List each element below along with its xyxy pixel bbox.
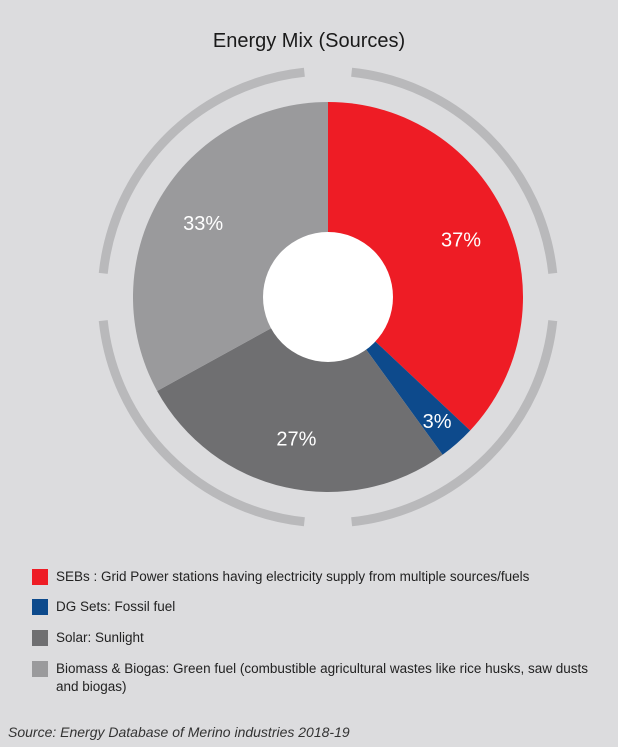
ring-segment [98, 320, 305, 527]
ring-segment [98, 67, 305, 274]
value-labels: 37% 3% 27% 33% [183, 213, 481, 450]
slice-value-label: 37% [441, 229, 481, 251]
chart-title: Energy Mix (Sources) [212, 30, 406, 52]
pie-slice [157, 297, 443, 492]
source-note: Source: Energy Database of Merino indust… [8, 724, 350, 740]
legend-swatch-solar [32, 630, 48, 646]
pie-slices [133, 102, 523, 492]
legend-label-sebs: SEBs : Grid Power stations having electr… [56, 569, 530, 584]
donut-hole [263, 232, 393, 362]
pie-slice [328, 102, 523, 431]
ring-segment [351, 67, 558, 274]
legend-swatch-sebs [32, 569, 48, 585]
slice-value-label: 3% [423, 411, 452, 433]
legend-label-biomass: Biomass & Biogas: Green fuel (combustibl… [56, 661, 588, 694]
legend-swatch-biomass [32, 661, 48, 677]
slice-value-label: 27% [276, 429, 316, 451]
chart-panel: Energy Mix (Sources) 37% 3% 27% 33% SEBs : … [0, 0, 618, 747]
donut-chart: 37% 3% 27% 33% [98, 67, 558, 527]
legend-swatch-dg-sets [32, 599, 48, 615]
legend-label-dg-sets: DG Sets: Fossil fuel [56, 599, 176, 614]
slice-value-label: 33% [183, 213, 223, 235]
outer-ring [98, 67, 558, 527]
ring-segment [351, 320, 558, 527]
legend-label-solar: Solar: Sunlight [56, 630, 144, 645]
